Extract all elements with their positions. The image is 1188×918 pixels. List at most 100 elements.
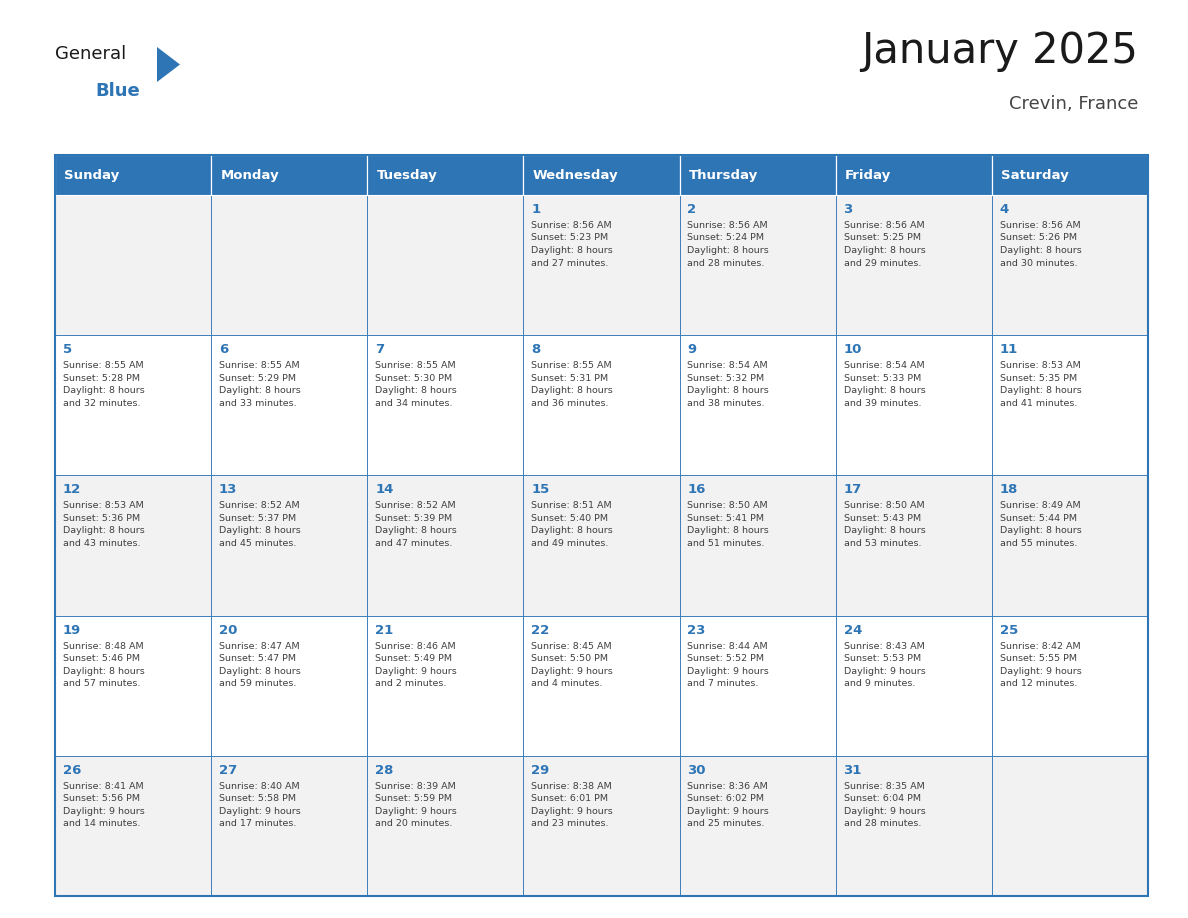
Text: Sunrise: 8:44 AM
Sunset: 5:52 PM
Daylight: 9 hours
and 7 minutes.: Sunrise: 8:44 AM Sunset: 5:52 PM Dayligh… [688,642,769,688]
Text: 31: 31 [843,764,862,777]
Bar [992,155,1148,195]
Text: Tuesday: Tuesday [377,169,437,182]
Text: 4: 4 [999,203,1009,216]
Bar [835,616,992,756]
Bar [211,616,367,756]
Text: 20: 20 [219,623,238,636]
Bar [680,476,835,616]
Text: Sunrise: 8:55 AM
Sunset: 5:30 PM
Daylight: 8 hours
and 34 minutes.: Sunrise: 8:55 AM Sunset: 5:30 PM Dayligh… [375,361,457,408]
Text: Sunrise: 8:39 AM
Sunset: 5:59 PM
Daylight: 9 hours
and 20 minutes.: Sunrise: 8:39 AM Sunset: 5:59 PM Dayligh… [375,782,457,828]
Text: Sunrise: 8:52 AM
Sunset: 5:37 PM
Daylight: 8 hours
and 45 minutes.: Sunrise: 8:52 AM Sunset: 5:37 PM Dayligh… [219,501,301,548]
Text: Sunrise: 8:52 AM
Sunset: 5:39 PM
Daylight: 8 hours
and 47 minutes.: Sunrise: 8:52 AM Sunset: 5:39 PM Dayligh… [375,501,457,548]
Text: Sunrise: 8:43 AM
Sunset: 5:53 PM
Daylight: 9 hours
and 9 minutes.: Sunrise: 8:43 AM Sunset: 5:53 PM Dayligh… [843,642,925,688]
Text: Sunrise: 8:35 AM
Sunset: 6:04 PM
Daylight: 9 hours
and 28 minutes.: Sunrise: 8:35 AM Sunset: 6:04 PM Dayligh… [843,782,925,828]
Bar [211,335,367,476]
Bar [835,756,992,896]
Bar [55,155,1148,896]
Bar [680,195,835,335]
Text: 22: 22 [531,623,550,636]
Text: Sunrise: 8:55 AM
Sunset: 5:29 PM
Daylight: 8 hours
and 33 minutes.: Sunrise: 8:55 AM Sunset: 5:29 PM Dayligh… [219,361,301,408]
Text: 27: 27 [219,764,238,777]
Bar [211,155,367,195]
Text: Sunrise: 8:56 AM
Sunset: 5:26 PM
Daylight: 8 hours
and 30 minutes.: Sunrise: 8:56 AM Sunset: 5:26 PM Dayligh… [999,221,1081,267]
Text: General: General [55,45,126,63]
Bar [524,756,680,896]
Text: 16: 16 [688,484,706,497]
Text: 19: 19 [63,623,81,636]
Bar [680,155,835,195]
Bar [55,756,211,896]
Text: Sunrise: 8:50 AM
Sunset: 5:43 PM
Daylight: 8 hours
and 53 minutes.: Sunrise: 8:50 AM Sunset: 5:43 PM Dayligh… [843,501,925,548]
Bar [367,476,524,616]
Bar [524,476,680,616]
Bar [524,155,680,195]
Bar [367,195,524,335]
Text: Sunrise: 8:53 AM
Sunset: 5:36 PM
Daylight: 8 hours
and 43 minutes.: Sunrise: 8:53 AM Sunset: 5:36 PM Dayligh… [63,501,145,548]
Text: Wednesday: Wednesday [532,169,619,182]
Bar [55,335,211,476]
Text: 17: 17 [843,484,861,497]
Text: Sunrise: 8:55 AM
Sunset: 5:28 PM
Daylight: 8 hours
and 32 minutes.: Sunrise: 8:55 AM Sunset: 5:28 PM Dayligh… [63,361,145,408]
Text: Sunrise: 8:56 AM
Sunset: 5:23 PM
Daylight: 8 hours
and 27 minutes.: Sunrise: 8:56 AM Sunset: 5:23 PM Dayligh… [531,221,613,267]
Text: 1: 1 [531,203,541,216]
Text: 29: 29 [531,764,550,777]
Text: 26: 26 [63,764,81,777]
Text: Sunrise: 8:51 AM
Sunset: 5:40 PM
Daylight: 8 hours
and 49 minutes.: Sunrise: 8:51 AM Sunset: 5:40 PM Dayligh… [531,501,613,548]
Bar [992,616,1148,756]
Text: Sunrise: 8:54 AM
Sunset: 5:33 PM
Daylight: 8 hours
and 39 minutes.: Sunrise: 8:54 AM Sunset: 5:33 PM Dayligh… [843,361,925,408]
Bar [992,195,1148,335]
Text: 3: 3 [843,203,853,216]
Text: 25: 25 [999,623,1018,636]
Bar [680,335,835,476]
Text: 8: 8 [531,343,541,356]
Text: Crevin, France: Crevin, France [1009,95,1138,113]
Text: 10: 10 [843,343,862,356]
Bar [55,616,211,756]
Bar [55,195,211,335]
Bar [367,155,524,195]
Bar [367,756,524,896]
Text: Sunrise: 8:45 AM
Sunset: 5:50 PM
Daylight: 9 hours
and 4 minutes.: Sunrise: 8:45 AM Sunset: 5:50 PM Dayligh… [531,642,613,688]
Text: Sunrise: 8:54 AM
Sunset: 5:32 PM
Daylight: 8 hours
and 38 minutes.: Sunrise: 8:54 AM Sunset: 5:32 PM Dayligh… [688,361,769,408]
Bar [55,155,211,195]
Bar [992,476,1148,616]
Text: Sunrise: 8:36 AM
Sunset: 6:02 PM
Daylight: 9 hours
and 25 minutes.: Sunrise: 8:36 AM Sunset: 6:02 PM Dayligh… [688,782,769,828]
Text: 2: 2 [688,203,696,216]
Text: 7: 7 [375,343,384,356]
Text: January 2025: January 2025 [861,30,1138,72]
Bar [680,756,835,896]
Text: Monday: Monday [221,169,279,182]
Bar [55,476,211,616]
Text: Sunrise: 8:49 AM
Sunset: 5:44 PM
Daylight: 8 hours
and 55 minutes.: Sunrise: 8:49 AM Sunset: 5:44 PM Dayligh… [999,501,1081,548]
Bar [524,335,680,476]
Bar [367,616,524,756]
Text: 24: 24 [843,623,862,636]
Text: Sunrise: 8:56 AM
Sunset: 5:25 PM
Daylight: 8 hours
and 29 minutes.: Sunrise: 8:56 AM Sunset: 5:25 PM Dayligh… [843,221,925,267]
Text: Blue: Blue [95,82,140,100]
Text: 5: 5 [63,343,72,356]
Text: Sunrise: 8:56 AM
Sunset: 5:24 PM
Daylight: 8 hours
and 28 minutes.: Sunrise: 8:56 AM Sunset: 5:24 PM Dayligh… [688,221,769,267]
Text: Sunrise: 8:38 AM
Sunset: 6:01 PM
Daylight: 9 hours
and 23 minutes.: Sunrise: 8:38 AM Sunset: 6:01 PM Dayligh… [531,782,613,828]
Text: 11: 11 [999,343,1018,356]
Bar [524,616,680,756]
Text: 15: 15 [531,484,550,497]
Bar [211,756,367,896]
Text: 14: 14 [375,484,393,497]
Bar [835,476,992,616]
Bar [835,155,992,195]
Bar [211,195,367,335]
Text: Sunrise: 8:41 AM
Sunset: 5:56 PM
Daylight: 9 hours
and 14 minutes.: Sunrise: 8:41 AM Sunset: 5:56 PM Dayligh… [63,782,145,828]
Text: Sunrise: 8:50 AM
Sunset: 5:41 PM
Daylight: 8 hours
and 51 minutes.: Sunrise: 8:50 AM Sunset: 5:41 PM Dayligh… [688,501,769,548]
Bar [835,195,992,335]
Bar [367,335,524,476]
Text: 13: 13 [219,484,238,497]
Text: Sunrise: 8:46 AM
Sunset: 5:49 PM
Daylight: 9 hours
and 2 minutes.: Sunrise: 8:46 AM Sunset: 5:49 PM Dayligh… [375,642,457,688]
Text: Saturday: Saturday [1001,169,1069,182]
Text: Sunrise: 8:55 AM
Sunset: 5:31 PM
Daylight: 8 hours
and 36 minutes.: Sunrise: 8:55 AM Sunset: 5:31 PM Dayligh… [531,361,613,408]
Text: 18: 18 [999,484,1018,497]
Bar [992,756,1148,896]
Bar [211,476,367,616]
Text: Sunrise: 8:48 AM
Sunset: 5:46 PM
Daylight: 8 hours
and 57 minutes.: Sunrise: 8:48 AM Sunset: 5:46 PM Dayligh… [63,642,145,688]
Text: Sunrise: 8:47 AM
Sunset: 5:47 PM
Daylight: 8 hours
and 59 minutes.: Sunrise: 8:47 AM Sunset: 5:47 PM Dayligh… [219,642,301,688]
Text: Sunrise: 8:53 AM
Sunset: 5:35 PM
Daylight: 8 hours
and 41 minutes.: Sunrise: 8:53 AM Sunset: 5:35 PM Dayligh… [999,361,1081,408]
